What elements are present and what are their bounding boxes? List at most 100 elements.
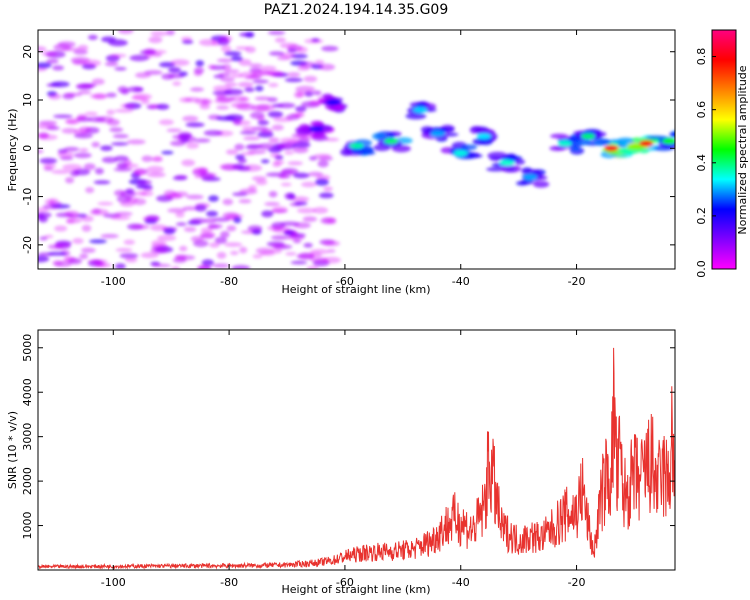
heatmap-noise-cell (62, 163, 83, 171)
heatmap-noise-cell (230, 95, 248, 102)
heatmap-noise-cell (260, 65, 277, 71)
snr-series-line (38, 347, 675, 570)
heatmap-noise-cell (216, 58, 233, 63)
heatmap-noise-cell (131, 224, 150, 230)
heatmap-noise-cell (113, 167, 133, 172)
heatmap-noise-cell (106, 109, 115, 116)
heatmap-noise-cell (251, 104, 270, 112)
heatmap-noise-cell (132, 198, 147, 206)
heatmap-noise-cell (296, 46, 308, 54)
heatmap-noise-cell (156, 103, 170, 110)
heatmap-signal-cell (532, 180, 550, 188)
heatmap-signal-cell (598, 139, 611, 145)
heatmap-noise-cell (303, 242, 313, 248)
heatmap-y-axis-label: Frequency (Hz) (6, 109, 19, 192)
heatmap-noise-cell (201, 259, 214, 266)
heatmap-noise-cell (54, 225, 68, 232)
heatmap-noise-cell (208, 195, 219, 202)
heatmap-noise-cell (65, 92, 82, 97)
heatmap-noise-cell (292, 142, 311, 148)
heatmap-noise-cell (207, 223, 223, 229)
heatmap-noise-cell (260, 159, 270, 164)
heatmap-noise-cell (105, 92, 117, 98)
heatmap-noise-cell (39, 157, 58, 164)
heatmap-noise-cell (242, 126, 256, 131)
snr-ticks: -100 -80 -60 -40 -20 1000 2000 3000 4000 5000 (21, 330, 675, 589)
heatmap-noise-cell (301, 181, 317, 188)
heatmap-noise-cell (66, 219, 75, 225)
heatmap-noise-cell (89, 239, 107, 244)
heatmap-noise-cell (80, 83, 97, 88)
heatmap-noise-cell (312, 90, 322, 96)
heatmap-signal-peak (604, 145, 619, 152)
heatmap-noise-cell (289, 231, 299, 238)
heatmap-noise-cell (81, 247, 96, 253)
heatmap-noise-cell (306, 265, 319, 269)
heatmap-noise-cell (186, 194, 204, 200)
heatmap-noise-cell (38, 46, 47, 52)
heatmap-noise-cell (88, 34, 98, 41)
heatmap-noise-cell (39, 236, 48, 241)
heatmap-noise-cell (199, 39, 217, 46)
heatmap-noise-cell (190, 217, 207, 224)
heatmap-noise-cell (133, 87, 144, 92)
heatmap-noise-cell (180, 36, 193, 41)
heatmap-noise-cell (255, 179, 268, 186)
heatmap-noise-cell (257, 120, 269, 126)
heatmap-noise-cell (314, 59, 325, 65)
heatmap-noise-cell (74, 132, 93, 139)
heatmap-noise-cell (232, 192, 248, 197)
heatmap-noise-cell (269, 153, 281, 158)
heatmap-noise-cell (83, 163, 96, 171)
heatmap-noise-cell (83, 59, 102, 67)
heatmap-noise-cell (278, 143, 293, 148)
heatmap-noise-cell (166, 30, 175, 36)
heatmap-noise-cell (248, 184, 257, 191)
x-tick-label: -80 (220, 275, 238, 288)
heatmap-noise-cell (152, 263, 172, 268)
heatmap-noise-cell (166, 128, 182, 133)
heatmap-noise-cell (53, 114, 73, 119)
heatmap-noise-cell (273, 244, 293, 250)
heatmap-signal-peak (500, 159, 515, 166)
heatmap-noise-cell (215, 94, 226, 99)
heatmap-noise-cell (297, 207, 316, 214)
heatmap-noise-cell (252, 254, 263, 259)
y-tick-label: 20 (21, 45, 34, 59)
heatmap-noise-cell (209, 242, 220, 248)
heatmap-noise-cell (322, 240, 340, 247)
heatmap-noise-cell (136, 179, 152, 185)
heatmap-noise-cell (52, 65, 64, 71)
heatmap-noise-cell (161, 150, 174, 155)
heatmap-noise-cell (199, 103, 211, 110)
x-tick-label: -20 (568, 275, 586, 288)
heatmap-signal-cell (613, 139, 635, 144)
heatmap-noise-cell (220, 77, 235, 82)
heatmap-noise-cell (323, 186, 333, 192)
heatmap-noise-cell (167, 208, 187, 213)
heatmap-noise-cell (259, 251, 275, 256)
heatmap-noise-cell (116, 195, 132, 203)
heatmap-noise-cell (295, 85, 316, 93)
snr-x-axis-label: Height of straight line (km) (281, 583, 430, 596)
heatmap-noise-cell (134, 168, 146, 176)
heatmap-signal-cell (569, 146, 581, 151)
heatmap-noise-cell (194, 138, 211, 143)
heatmap-noise-cell (150, 224, 167, 232)
heatmap-signal-peak (453, 150, 468, 157)
heatmap-signal-cell (521, 169, 542, 174)
y-tick-label: 4000 (21, 378, 34, 406)
heatmap-noise-cell (112, 134, 129, 139)
heatmap-noise-cell (47, 251, 67, 256)
heatmap-noise-cell (293, 146, 309, 154)
y-tick-label: 1000 (21, 512, 34, 540)
heatmap-noise-cell (44, 199, 55, 205)
x-tick-label: -40 (452, 576, 470, 589)
heatmap-noise-cell (287, 161, 304, 166)
snr-panel: -100 -80 -60 -40 -20 1000 2000 3000 4000 5000 Hei… (6, 329, 676, 596)
heatmap-noise-cell (220, 231, 230, 238)
heatmap-cells (38, 30, 675, 269)
heatmap-noise-cell (272, 226, 290, 233)
heatmap-noise-cell (308, 101, 322, 107)
